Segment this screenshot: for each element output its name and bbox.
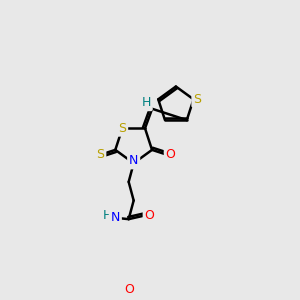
Text: N: N — [129, 154, 138, 167]
Text: H: H — [142, 96, 151, 109]
Text: O: O — [124, 283, 134, 296]
Text: O: O — [145, 209, 154, 222]
Text: S: S — [118, 122, 126, 135]
Text: H: H — [103, 209, 112, 222]
Text: S: S — [193, 93, 201, 106]
Text: S: S — [97, 148, 104, 161]
Text: O: O — [166, 148, 176, 161]
Text: N: N — [111, 211, 120, 224]
